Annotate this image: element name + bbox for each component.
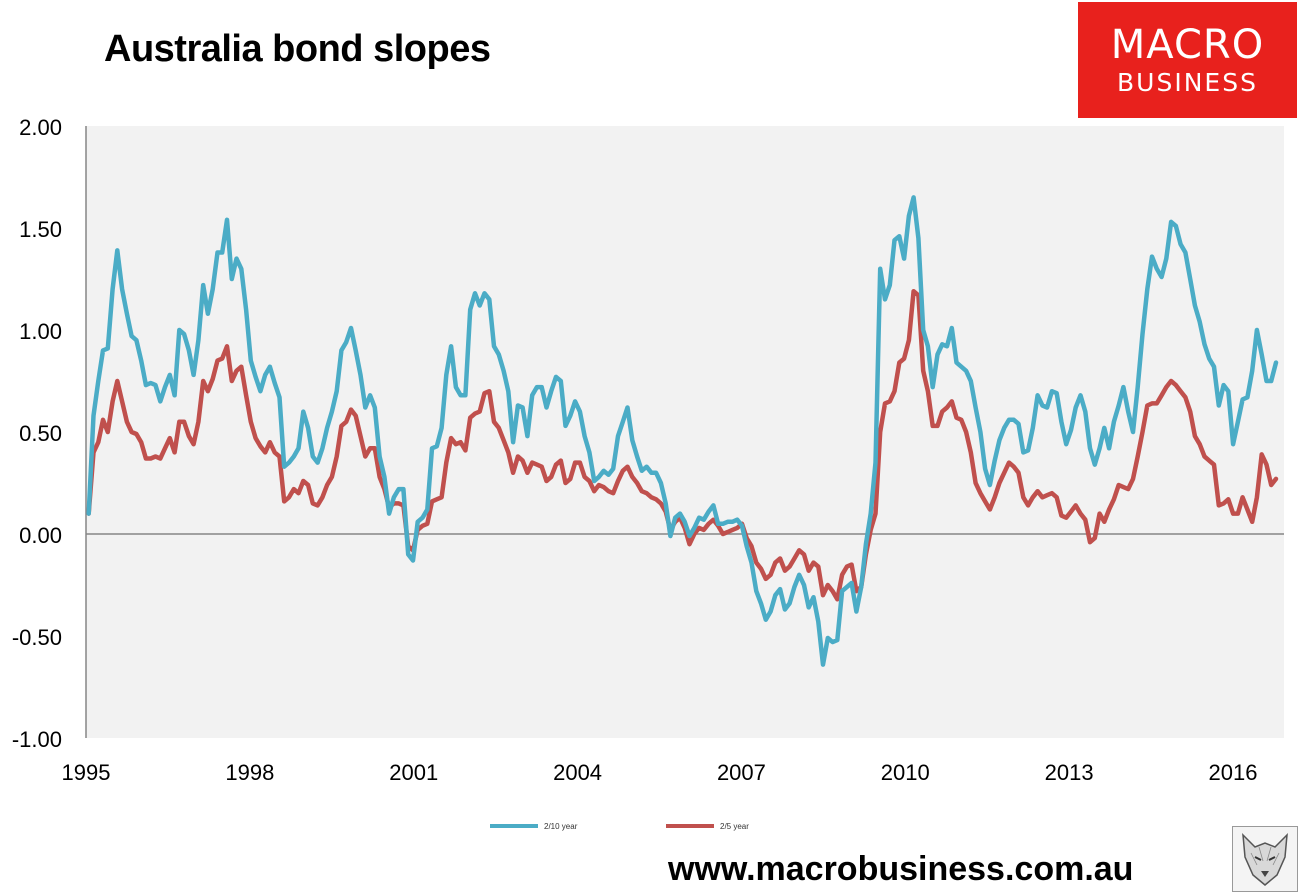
y-tick-label: 0.00 [19,523,62,548]
legend-label: 2/10 year [544,822,578,831]
y-tick-label: 2.00 [19,115,62,140]
series-line-2-5-year [86,288,1279,602]
x-tick-label: 2016 [1209,760,1258,785]
x-tick-label: 1998 [225,760,274,785]
y-tick-label: 0.50 [19,421,62,446]
chart-title: Australia bond slopes [104,28,491,70]
x-tick-label: 2001 [389,760,438,785]
y-tick-label: 1.00 [19,319,62,344]
x-tick-label: 2007 [717,760,766,785]
logo-line-macro: MACRO [1110,22,1265,68]
plot-area [86,126,1284,738]
wolf-logo-icon [1232,826,1298,892]
x-tick-label: 2004 [553,760,602,785]
y-tick-label: -0.50 [12,625,62,650]
series-line-2-10-year [86,195,1279,667]
y-tick-label: 1.50 [19,217,62,242]
x-tick-label: 2013 [1045,760,1094,785]
x-tick-label: 2010 [881,760,930,785]
x-tick-label: 1995 [62,760,111,785]
y-tick-label: -1.00 [12,727,62,752]
logo-line-business: BUSINESS [1117,68,1258,97]
legend-label: 2/5 year [720,822,749,831]
macrobusiness-logo: MACRO BUSINESS [1078,2,1297,118]
footer-url: www.macrobusiness.com.au [668,850,1134,888]
